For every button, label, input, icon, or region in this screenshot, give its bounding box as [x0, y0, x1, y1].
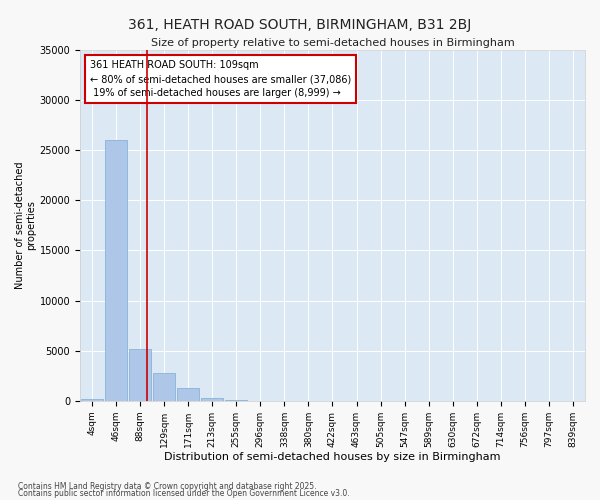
X-axis label: Distribution of semi-detached houses by size in Birmingham: Distribution of semi-detached houses by …: [164, 452, 501, 462]
Text: Contains HM Land Registry data © Crown copyright and database right 2025.: Contains HM Land Registry data © Crown c…: [18, 482, 317, 491]
Bar: [178, 388, 199, 401]
Bar: [129, 348, 151, 401]
Bar: [105, 140, 127, 401]
Text: 361, HEATH ROAD SOUTH, BIRMINGHAM, B31 2BJ: 361, HEATH ROAD SOUTH, BIRMINGHAM, B31 2…: [128, 18, 472, 32]
Y-axis label: Number of semi-detached
properties: Number of semi-detached properties: [15, 162, 37, 289]
Bar: [202, 398, 223, 401]
Text: Contains public sector information licensed under the Open Government Licence v3: Contains public sector information licen…: [18, 489, 350, 498]
Title: Size of property relative to semi-detached houses in Birmingham: Size of property relative to semi-detach…: [151, 38, 514, 48]
Text: 361 HEATH ROAD SOUTH: 109sqm
← 80% of semi-detached houses are smaller (37,086)
: 361 HEATH ROAD SOUTH: 109sqm ← 80% of se…: [90, 60, 352, 98]
Bar: [154, 373, 175, 401]
Bar: [81, 399, 103, 401]
Bar: [226, 400, 247, 401]
